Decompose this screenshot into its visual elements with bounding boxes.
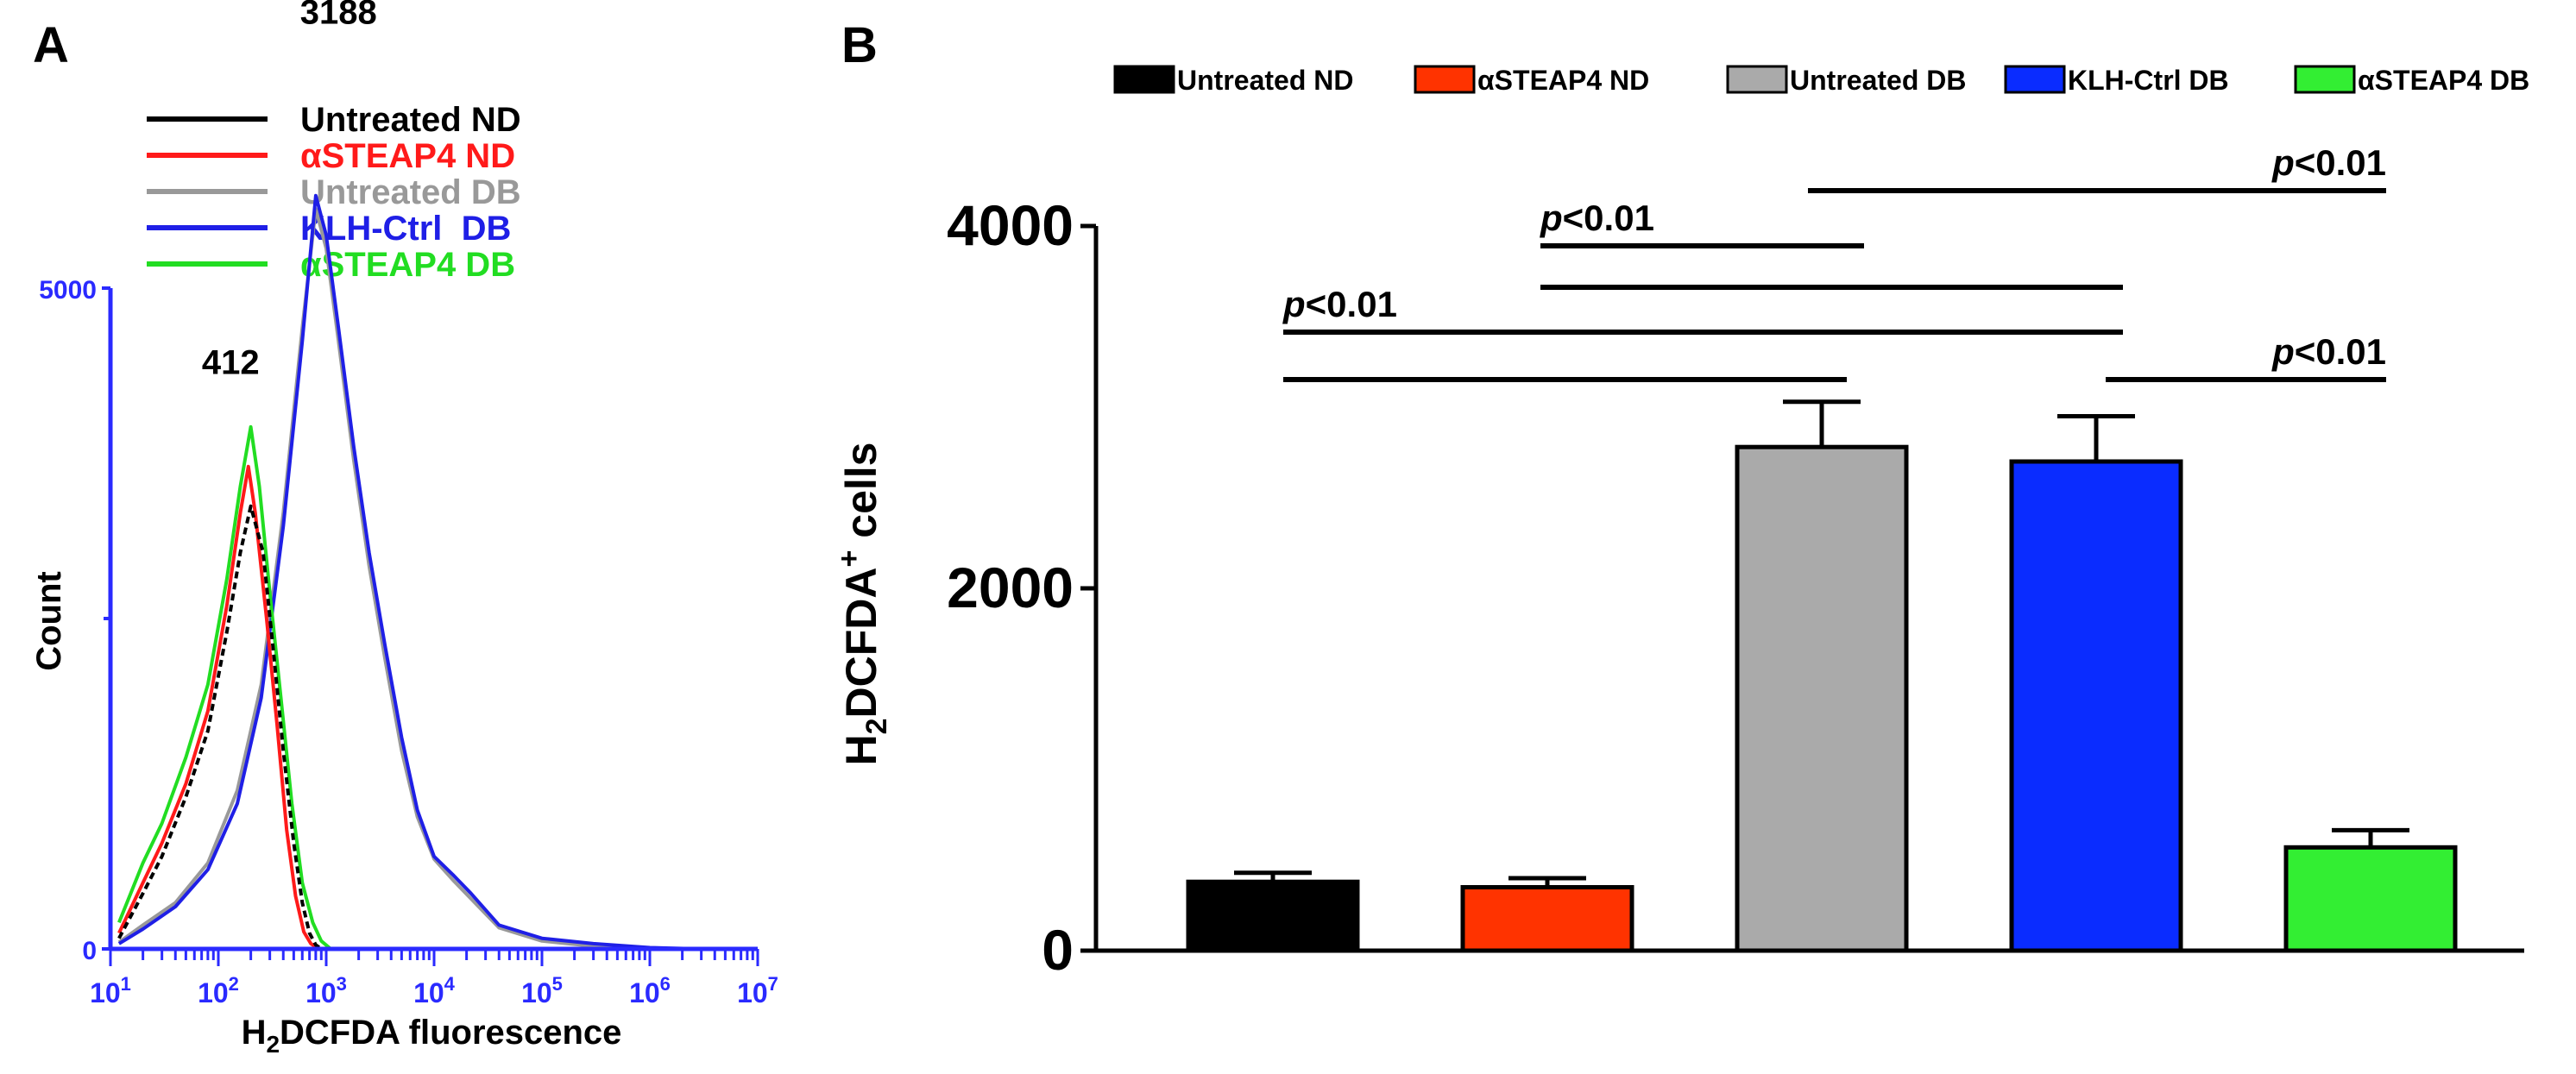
series-curve-untreated-nd — [117, 504, 323, 951]
bar-3 — [2009, 459, 2183, 953]
panel-a-x-axis-label: H2DCFDA fluorescence — [242, 1014, 622, 1058]
panel-b-y-axis-label: H2DCFDA+ cells — [833, 443, 893, 766]
panel-a-plot-area: 0 5000 101 102 103 104 105 106 107 412 3188 — [39, 0, 778, 1008]
series-curve--steap4-nd — [117, 464, 320, 951]
legend-swatch-b-3 — [2004, 65, 2066, 94]
x-tick-label-a-2: 103 — [305, 973, 347, 1008]
x-tick-label-a-4: 105 — [521, 973, 563, 1008]
sig-label-1: p<0.01 — [1282, 284, 1397, 324]
panel-a-minor-ticks — [109, 949, 759, 966]
panel-b-significance-brackets: p<0.01 p<0.01 p<0.01 p<0.01 — [1282, 142, 2386, 382]
bar-2 — [1735, 444, 1909, 953]
legend-label-a-4: αSTEAP4 DB — [300, 246, 515, 284]
x-tick-label-a-6: 107 — [737, 973, 778, 1008]
panel-b-legend: Untreated ND αSTEAP4 ND Untreated DB KLH-Ct… — [1113, 65, 2529, 96]
peak-label-1: 3188 — [300, 0, 377, 32]
panel-a-peak-labels: 412 3188 — [202, 0, 377, 382]
panel-a-label: A — [33, 17, 69, 73]
panel-a-x-ticks: 101 102 103 104 105 106 107 — [90, 973, 778, 1008]
panel-a-y-ticks: 0 5000 — [39, 276, 110, 965]
x-tick-label-a-0: 101 — [90, 973, 131, 1008]
sig-label-3: p<0.01 — [1540, 198, 1654, 238]
y-tick-label-a-1: 5000 — [39, 276, 97, 305]
x-tick-label-a-3: 104 — [413, 973, 456, 1008]
panel-b-bars — [1186, 444, 2458, 953]
y-tick-label-b-2: 4000 — [947, 193, 1074, 257]
legend-label-a-3: KLH-Ctrl DB — [300, 210, 511, 248]
legend-label-a-1: αSTEAP4 ND — [300, 137, 515, 175]
panel-a-y-axis-label: Count — [30, 571, 68, 671]
panel-b-y-ticks: 0 2000 4000 — [947, 193, 1096, 982]
panel-b-bar-chart: B Untreated ND αSTEAP4 ND Untreated DB KLH-… — [833, 17, 2529, 982]
y-tick-label-b-0: 0 — [1042, 918, 1074, 982]
legend-swatch-b-4 — [2294, 65, 2356, 94]
series-curve-klh-ctrl-db — [117, 193, 702, 951]
x-tick-label-a-1: 102 — [198, 973, 239, 1008]
legend-label-a-0: Untreated ND — [300, 101, 521, 139]
bar-0 — [1186, 879, 1360, 953]
series-curve--steap4-db — [117, 424, 332, 951]
legend-label-b-0: Untreated ND — [1177, 65, 1353, 96]
bar-4 — [2283, 845, 2458, 953]
panel-a-curves — [117, 193, 702, 951]
y-tick-label-b-1: 2000 — [947, 556, 1074, 619]
legend-label-b-4: αSTEAP4 DB — [2358, 65, 2529, 96]
legend-swatch-b-1 — [1414, 65, 1476, 94]
legend-swatch-b-0 — [1113, 65, 1175, 94]
legend-label-b-3: KLH-Ctrl DB — [2068, 65, 2229, 96]
y-tick-label-a-0: 0 — [82, 937, 97, 965]
peak-label-0: 412 — [202, 344, 260, 382]
x-tick-label-a-5: 106 — [629, 973, 671, 1008]
legend-label-b-2: Untreated DB — [1790, 65, 1966, 96]
legend-label-b-1: αSTEAP4 ND — [1477, 65, 1649, 96]
sig-label-4: p<0.01 — [2271, 142, 2386, 183]
sig-label-5: p<0.01 — [2271, 331, 2386, 372]
legend-label-a-2: Untreated DB — [300, 173, 521, 211]
series-curve-untreated-db — [117, 207, 683, 951]
panel-b-plot-area: 0 2000 4000 p<0.01 p<0.01 p<0.01 p<0.01 — [947, 142, 2524, 982]
panel-b-error-bars — [1234, 399, 2409, 888]
bar-1 — [1460, 885, 1634, 953]
panel-b-label: B — [841, 17, 878, 73]
legend-swatch-b-2 — [1726, 65, 1788, 94]
